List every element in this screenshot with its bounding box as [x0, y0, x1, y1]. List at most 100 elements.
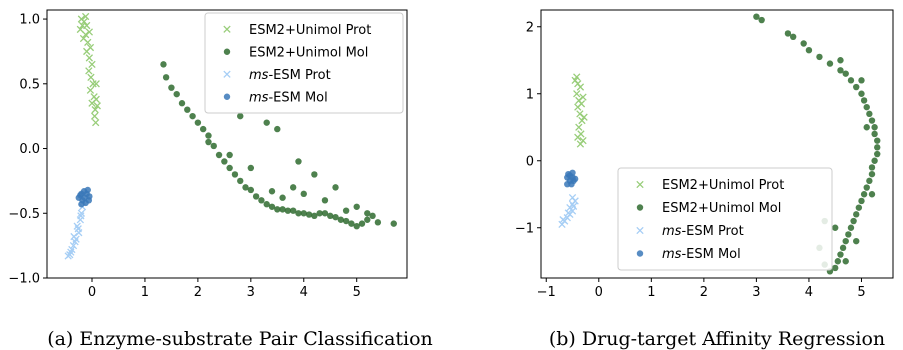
data-point-s1 [321, 210, 329, 217]
data-point-s1 [863, 124, 870, 131]
x-tick-label: 4 [805, 285, 813, 300]
data-point-s1 [842, 237, 849, 245]
data-point-s1 [332, 213, 339, 221]
points-b [558, 13, 881, 275]
data-point-s1 [263, 201, 270, 208]
data-point-s2 [568, 193, 577, 202]
data-point-s1 [832, 264, 839, 272]
data-point-s1 [205, 138, 212, 146]
data-point-s0 [580, 113, 588, 121]
data-point-s3 [85, 197, 93, 204]
data-point-s1 [337, 216, 345, 223]
data-point-s1 [226, 151, 233, 159]
data-point-s1 [353, 223, 360, 230]
caption-a: (a) Enzyme-substrate Pair Classification [47, 328, 433, 350]
data-point-s0 [85, 67, 93, 75]
data-point-s1 [874, 144, 881, 151]
data-point-s1 [162, 74, 170, 81]
y-tick-label: −1 [515, 221, 534, 236]
data-point-s2 [77, 212, 85, 220]
data-point-s2 [77, 209, 86, 217]
data-point-s1 [268, 203, 276, 210]
panel-a: 0 1 2 3 4 5 −1.0 −0.5 0.0 0.5 1.0 ESM2+Unimol Prot… [8, 9, 433, 350]
data-point-s1 [364, 216, 371, 223]
data-point-s1 [348, 220, 355, 227]
data-point-s1 [837, 57, 844, 64]
data-point-s1 [784, 30, 792, 37]
data-point-s0 [579, 93, 587, 101]
legend-label: ESM2+Unimol Mol [249, 45, 368, 60]
data-point-s1 [842, 70, 849, 77]
data-point-s1 [842, 258, 849, 265]
data-point-s1 [274, 206, 281, 213]
y-tick-label: 0 [526, 154, 534, 169]
data-point-s1 [221, 158, 228, 165]
legend-label: ms-ESM Mol [249, 90, 328, 105]
data-point-s1 [305, 211, 313, 218]
points-a [64, 12, 397, 260]
data-point-s0 [81, 12, 90, 21]
data-point-s1 [832, 224, 839, 231]
data-point-s0 [574, 103, 582, 111]
legend-label: ESM2+Unimol Prot [249, 23, 371, 38]
data-point-s1 [860, 191, 868, 198]
legend-box [617, 167, 833, 271]
data-point-s1 [390, 220, 397, 227]
data-point-s1 [364, 210, 371, 217]
data-point-s1 [789, 33, 797, 40]
data-point-s0 [92, 80, 100, 88]
legend-label: ESM2+Unimol Prot [662, 178, 784, 193]
data-point-s1 [168, 84, 175, 91]
data-point-s1 [327, 212, 334, 220]
data-point-s0 [92, 118, 100, 127]
x-tick-label: 5 [857, 285, 865, 300]
data-point-s0 [87, 73, 95, 81]
x-tick-label: 5 [353, 285, 361, 300]
data-point-s0 [91, 106, 99, 114]
data-point-s1 [847, 224, 855, 231]
legend-label: ms-ESM Prot [662, 224, 744, 239]
data-point-s0 [80, 17, 88, 26]
data-point-s1 [194, 119, 202, 126]
data-point-s1 [284, 207, 292, 214]
legend-label: ms-ESM Prot [249, 68, 331, 83]
data-point-s0 [89, 80, 97, 88]
legend-box [204, 12, 404, 114]
y-tick-label: −1.0 [8, 272, 40, 287]
data-point-s1 [816, 53, 823, 61]
data-point-s0 [79, 34, 88, 43]
data-point-s3 [84, 186, 91, 194]
data-point-s1 [189, 112, 196, 120]
caption-b: (b) Drug-target Affinity Regression [549, 328, 885, 350]
data-point-s0 [576, 140, 585, 148]
x-tick-label: 1 [647, 285, 655, 300]
data-point-s1 [242, 184, 249, 191]
data-point-s0 [574, 133, 582, 141]
data-point-s1 [753, 13, 760, 20]
data-point-s1 [316, 210, 323, 217]
data-point-s1 [853, 83, 860, 91]
data-point-s1 [332, 184, 339, 191]
data-point-s3 [569, 169, 576, 177]
data-point-s0 [575, 123, 583, 131]
data-point-s1 [858, 90, 865, 97]
data-point-s1 [173, 90, 180, 98]
data-point-s2 [70, 232, 78, 241]
data-point-s1 [837, 251, 844, 258]
data-point-s1 [805, 47, 813, 54]
data-point-s1 [758, 16, 765, 24]
data-point-s1 [374, 219, 382, 226]
data-point-s1 [868, 191, 876, 198]
legend-marker [223, 25, 231, 33]
x-tick-label: 0 [88, 285, 96, 300]
data-point-s3 [568, 181, 575, 188]
legend-marker [223, 93, 231, 100]
legend-marker [636, 250, 644, 257]
x-tick-label: 2 [700, 285, 708, 300]
x-tick-label: 0 [595, 285, 603, 300]
data-point-s1 [871, 124, 878, 131]
data-point-s1 [866, 110, 873, 118]
data-point-s0 [576, 83, 585, 91]
legend-label: ESM2+Unimol Mol [662, 201, 781, 216]
